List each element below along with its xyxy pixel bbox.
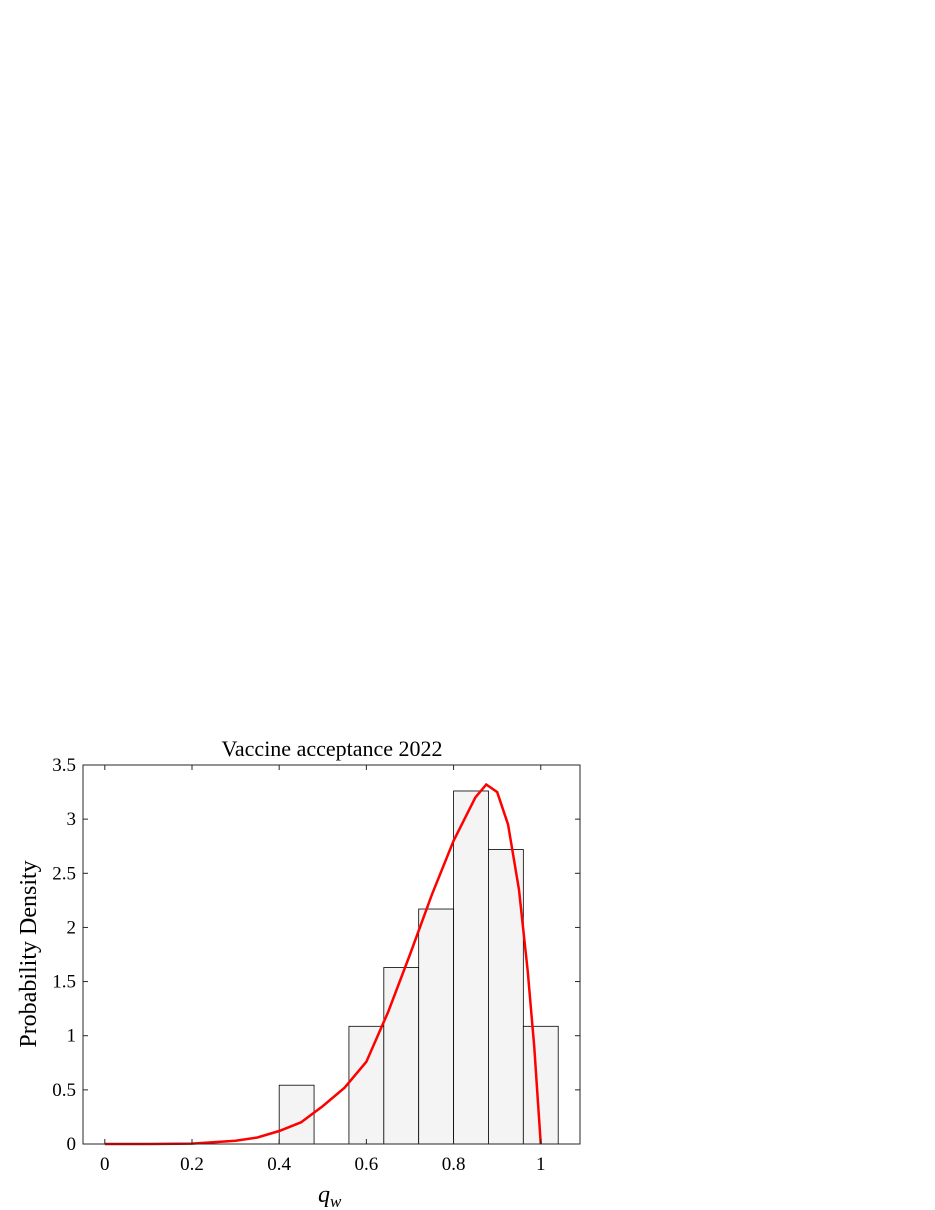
histogram-bar [348, 1025, 385, 1145]
axes-box [82, 764, 581, 1145]
histogram-bar [383, 967, 420, 1145]
histogram-bar [278, 1084, 315, 1145]
y-tick-label: 2.5 [52, 863, 76, 884]
y-tick-label: 1.5 [52, 972, 76, 993]
x-tick-label: 0 [100, 1154, 110, 1175]
y-tick-label: 3 [67, 809, 77, 830]
fit-curve [104, 782, 543, 1146]
y-tick-label: 0 [67, 1134, 77, 1155]
histogram-bar [522, 1025, 559, 1145]
x-tick-label: 0.6 [355, 1154, 379, 1175]
y-tick-label: 0.5 [52, 1080, 76, 1101]
histogram-bar [488, 849, 524, 1145]
x-tick-label: 0.2 [180, 1154, 204, 1175]
histogram-bar [453, 790, 489, 1145]
x-tick-label: 1 [536, 1154, 546, 1175]
chart-title: Vaccine acceptance 2022 [221, 736, 442, 761]
x-axis-label-subscript: w [330, 1192, 342, 1210]
y-tick-label: 2 [67, 917, 77, 938]
histogram-bar [418, 908, 454, 1145]
x-axis-label-main: q [318, 1182, 330, 1208]
x-axis-label: qw [318, 1182, 342, 1210]
y-axis-label: Probability Density [16, 860, 42, 1047]
x-tick-label: 0.4 [267, 1154, 291, 1175]
y-tick-label: 3.5 [52, 755, 76, 776]
y-tick-label: 1 [67, 1026, 77, 1047]
x-tick-label: 0.8 [442, 1154, 466, 1175]
